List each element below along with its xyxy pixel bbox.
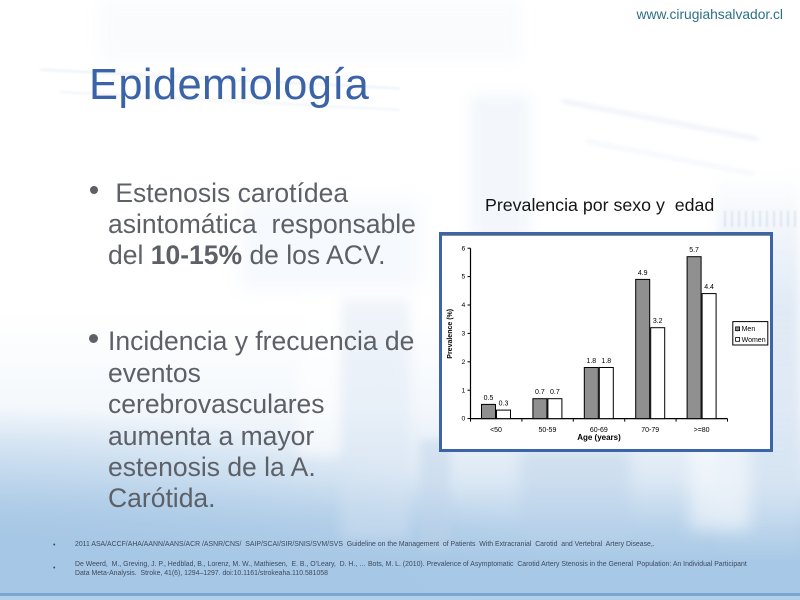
svg-text:6: 6 [462,245,466,252]
svg-text:<50: <50 [490,427,502,434]
svg-text:0.7: 0.7 [550,389,560,396]
svg-text:4.9: 4.9 [638,270,648,277]
svg-text:Prevalence (%): Prevalence (%) [447,309,454,359]
svg-text:4.4: 4.4 [704,284,714,291]
svg-text:1.8: 1.8 [586,358,596,365]
svg-text:5: 5 [462,274,466,281]
svg-text:1: 1 [462,387,466,394]
svg-text:1.8: 1.8 [601,358,611,365]
svg-text:3.2: 3.2 [653,318,663,325]
svg-text:0.3: 0.3 [499,401,509,408]
svg-text:0.5: 0.5 [484,395,494,402]
svg-text:50-59: 50-59 [538,427,556,434]
svg-text:Women: Women [742,337,766,344]
svg-text:70-79: 70-79 [641,427,659,434]
svg-text:0: 0 [462,416,466,423]
svg-text:4: 4 [462,302,466,309]
svg-text:60-69: 60-69 [590,427,608,434]
svg-text:5.7: 5.7 [689,247,699,254]
svg-text:>=80: >=80 [694,427,710,434]
svg-text:Age (years): Age (years) [577,433,621,442]
svg-text:3: 3 [462,331,466,338]
svg-text:Men: Men [742,326,756,333]
svg-text:2: 2 [462,359,466,366]
svg-text:0.7: 0.7 [535,389,545,396]
